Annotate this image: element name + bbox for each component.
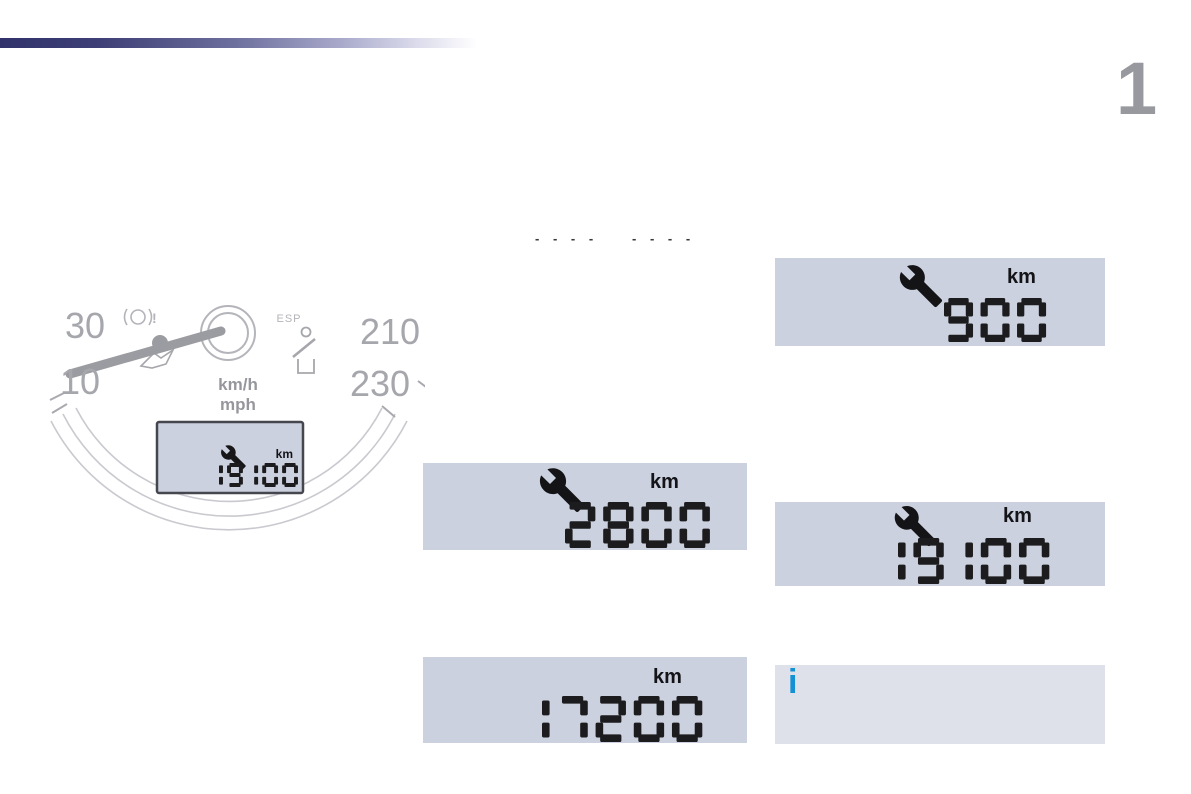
chapter-number: 1 xyxy=(1116,47,1158,130)
km-unit-label: km xyxy=(653,666,682,688)
wrench-icon xyxy=(538,466,586,519)
scale-tick-right xyxy=(381,380,425,418)
km-unit-label: km xyxy=(1007,266,1036,288)
esp-label: ESP xyxy=(276,313,301,325)
speedometer-needle xyxy=(65,326,226,379)
speed-label-10: 10 xyxy=(60,361,100,402)
cropped-text-mark-right: - - - - xyxy=(632,231,696,246)
km-unit-label: km xyxy=(1003,505,1032,527)
speed-label-210: 210 xyxy=(360,311,420,352)
seatbelt-warning-icon xyxy=(292,326,316,374)
cluster-lcd-value xyxy=(212,461,298,487)
speed-label-230: 230 xyxy=(350,363,410,404)
dial-arc-middle xyxy=(62,413,396,517)
km-unit-label: km xyxy=(650,471,679,493)
dial-arc-inner xyxy=(75,407,383,503)
service-display-panel-17200: km xyxy=(423,657,747,743)
seven-segment-value xyxy=(860,536,1050,584)
brake-warning-icon: ! xyxy=(123,308,157,326)
service-display-panel-900: km xyxy=(775,258,1105,346)
wrench-icon xyxy=(898,263,944,314)
svg-text:!: ! xyxy=(152,310,157,326)
needle-pivot-ball xyxy=(152,335,168,351)
dial-arc-outer xyxy=(50,420,408,531)
wrench-icon xyxy=(893,504,937,553)
header-gradient-rule xyxy=(0,38,712,48)
info-icon: i xyxy=(788,663,798,701)
unit-kmh-label: km/h xyxy=(218,375,258,394)
scale-tick-left xyxy=(49,392,68,414)
instrument-cluster-illustration: ! 30 10 210 230 ESP km/h mph km xyxy=(49,305,425,531)
seven-segment-value xyxy=(513,694,703,742)
info-note-box: i xyxy=(775,665,1105,744)
seven-segment-value xyxy=(540,500,710,548)
service-display-panel-2800: km xyxy=(423,463,747,550)
speed-label-30: 30 xyxy=(65,305,105,346)
seven-segment-value xyxy=(917,296,1047,342)
service-display-panel-19100: km xyxy=(775,502,1105,586)
cluster-lcd-unit-label: km xyxy=(276,447,293,461)
cropped-text-mark-left: - - - - xyxy=(535,231,599,246)
unit-mph-label: mph xyxy=(220,395,256,414)
